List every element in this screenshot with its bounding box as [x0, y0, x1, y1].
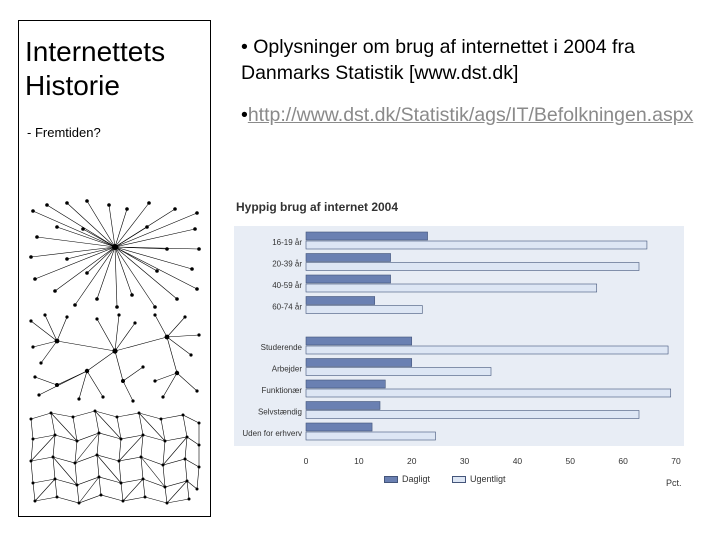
- bar-ugentligt: [305, 240, 648, 250]
- legend-label-dagligt: Dagligt: [402, 474, 431, 484]
- bar-dagligt: [305, 253, 391, 262]
- category-label: Uden for erhverv: [242, 429, 302, 438]
- category-label: 40-59 år: [272, 281, 302, 290]
- bullet-link-item: •http://www.dst.dk/Statistik/ags/IT/Befo…: [241, 102, 701, 128]
- bar-dagligt: [305, 358, 413, 367]
- category-label: Arbejder: [272, 365, 303, 374]
- bar-ugentligt: [305, 305, 423, 314]
- decentralized-network-icon: [29, 313, 201, 403]
- bar-dagligt: [305, 296, 376, 305]
- axis-unit: Pct.: [666, 478, 682, 488]
- bullet-list: • Oplysninger om brug af internettet i 2…: [241, 34, 701, 144]
- category-label: Funktionær: [262, 386, 303, 395]
- bullet-marker: •: [241, 104, 248, 126]
- x-tick-label: 50: [566, 456, 576, 466]
- bar-dagligt: [305, 422, 373, 432]
- chart-legend: Dagligt Ugentligt: [384, 474, 506, 484]
- x-tick-label: 10: [354, 456, 364, 466]
- title-line-2: Historie: [25, 70, 120, 101]
- category-label: 16-19 år: [272, 238, 302, 247]
- category-label: Selvstændig: [258, 408, 302, 417]
- left-panel: Internettets Historie - Fremtiden?: [18, 20, 211, 517]
- bar-dagligt: [305, 401, 381, 410]
- bar-ugentligt: [305, 367, 492, 376]
- x-tick-label: 70: [671, 456, 681, 466]
- x-tick-label: 0: [304, 456, 309, 466]
- dst-link[interactable]: http://www.dst.dk/Statistik/ags/IT/Befol…: [247, 104, 694, 126]
- bar-ugentligt: [305, 262, 640, 271]
- bar-chart: 16-19 år 20-39 år 40-59 år 60-74 år Studeren…: [234, 226, 684, 466]
- category-label: Studerende: [261, 343, 303, 352]
- left-title: Internettets Historie: [25, 35, 165, 103]
- x-tick-label: 60: [618, 456, 628, 466]
- distributed-network-icon: [29, 409, 201, 505]
- bullet-source: • Oplysninger om brug af internettet i 2…: [241, 36, 635, 84]
- x-tick-label: 30: [460, 456, 470, 466]
- title-line-1: Internettets: [25, 36, 166, 67]
- bar-ugentligt: [305, 388, 672, 398]
- x-tick-label: 20: [407, 456, 417, 466]
- bar-ugentligt: [305, 283, 598, 293]
- category-label: 20-39 år: [272, 260, 302, 269]
- centralized-network-icon: [29, 199, 201, 309]
- bar-ugentligt: [305, 345, 669, 355]
- chart-title: Hyppig brug af internet 2004: [236, 200, 399, 214]
- category-label: 60-74 år: [272, 303, 302, 312]
- bar-dagligt: [305, 336, 413, 346]
- left-subtitle: - Fremtiden?: [27, 125, 101, 140]
- legend-label-ugentligt: Ugentligt: [470, 474, 506, 484]
- bar-ugentligt: [305, 431, 436, 441]
- bar-dagligt: [305, 231, 428, 241]
- bar-ugentligt: [305, 410, 640, 419]
- bar-dagligt: [305, 379, 386, 389]
- legend-swatch-dagligt: [384, 475, 398, 483]
- x-tick-label: 40: [513, 456, 523, 466]
- bar-dagligt: [305, 274, 391, 284]
- legend-swatch-ugentligt: [452, 475, 467, 483]
